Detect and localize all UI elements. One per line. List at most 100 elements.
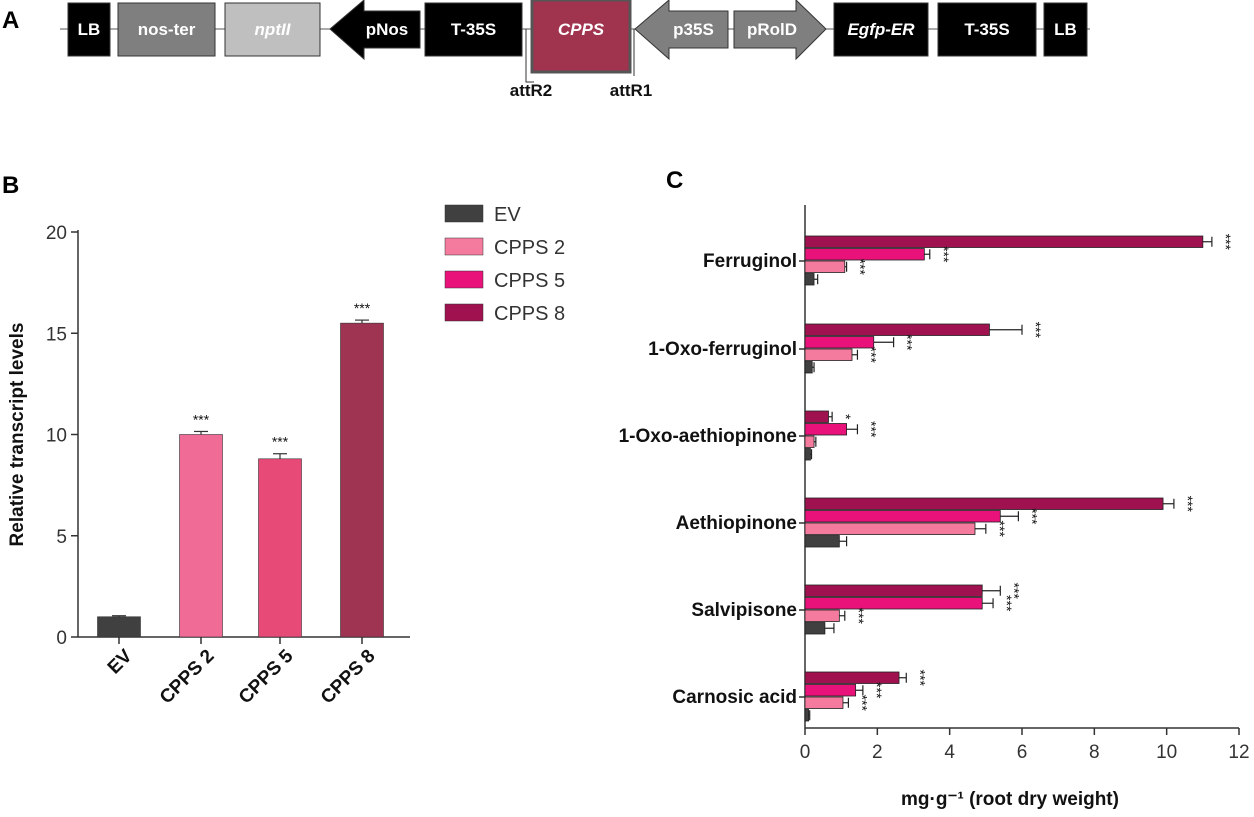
x-tick-label: 10	[1156, 742, 1177, 763]
x-tick-label: 8	[1089, 742, 1100, 763]
y-tick-label: 20	[46, 223, 67, 244]
bar-cpps-5	[804, 510, 1001, 523]
significance-label: ***	[354, 300, 371, 316]
construct-element-lb-box	[67, 2, 111, 57]
construct-element-t-35s-box	[937, 2, 1037, 57]
x-category-label: CPPS 8	[317, 646, 380, 709]
construct-element-t-35s-label: T-35S	[964, 20, 1009, 39]
bar-ev	[804, 535, 840, 548]
construct-element-lb-box	[1043, 2, 1088, 57]
x-tick-label: 6	[1017, 742, 1028, 763]
bar-cpps-5	[804, 336, 875, 349]
construct-element-lb-label: LB	[1054, 20, 1077, 39]
x-category-label: EV	[104, 645, 137, 678]
construct-element-nos-ter-box	[117, 2, 216, 57]
significance-label: ***	[863, 421, 879, 438]
construct-element-nptii-label: nptII	[255, 20, 292, 39]
x-tick-label: 12	[1228, 742, 1249, 763]
bar-cpps-2	[804, 260, 846, 273]
significance-label: ***	[936, 246, 952, 263]
legend-swatch-cpps-8	[444, 303, 484, 322]
site-label-attr2: attR2	[510, 81, 553, 100]
bar-cpps-2	[804, 348, 853, 361]
significance-label: ***	[854, 695, 870, 712]
legend-swatch-cpps-2	[444, 237, 484, 256]
bar-ev	[804, 709, 810, 722]
bar-cpps-8	[804, 235, 1204, 248]
significance-label: ***	[1218, 234, 1234, 251]
transcript-level-chart: 0 5 10 15 20 EV *** CPPS 2 *** CPPS 5 *** CPPS 8 Rel…	[7, 223, 410, 708]
construct-element-egfp-er-label: Egfp-ER	[847, 20, 915, 39]
bar-ev	[97, 616, 141, 638]
bar-cpps-2	[804, 696, 844, 709]
x-axis-title: mg·g⁻¹ (root dry weight)	[901, 789, 1119, 810]
bar-cpps-2	[804, 522, 976, 535]
bar-cpps-5	[258, 458, 302, 638]
construct-element-egfp-er-box	[833, 2, 929, 57]
significance-label: ***	[900, 334, 916, 351]
bar-ev	[804, 448, 811, 461]
x-category-label: CPPS 5	[235, 645, 298, 708]
bar-cpps-5	[804, 597, 983, 610]
bar-cpps-8	[804, 410, 829, 423]
bar-cpps-2	[804, 609, 840, 622]
significance-label: ***	[193, 411, 210, 427]
significance-label: ***	[912, 670, 928, 687]
significance-label: ***	[853, 259, 869, 276]
legend-swatch-ev	[444, 204, 484, 223]
attR2-bracket	[525, 29, 534, 83]
legend-label: EV	[494, 204, 521, 226]
significance-label: *	[838, 414, 854, 420]
construct-element-nos-ter-label: nos-ter	[138, 20, 196, 39]
y-tick-label: 15	[46, 324, 67, 345]
bar-ev	[804, 622, 826, 635]
significance-label: ***	[272, 434, 289, 450]
construct-element-prold-arrow	[733, 0, 827, 61]
legend-label: CPPS 5	[494, 270, 565, 292]
x-tick-label: 0	[800, 742, 811, 763]
bar-cpps-5	[804, 684, 857, 697]
construct-element-pnos-label: pNos	[366, 20, 409, 39]
bar-cpps-8	[340, 322, 384, 638]
site-label-attr1: attR1	[610, 81, 653, 100]
significance-label: ***	[992, 521, 1008, 538]
construct-element-lb-label: LB	[78, 20, 101, 39]
significance-label: ***	[1006, 583, 1022, 600]
category-label-1-oxo-aethiopinone: 1-Oxo-aethiopinone	[619, 426, 797, 447]
category-label-1-oxo-ferruginol: 1-Oxo-ferruginol	[648, 339, 797, 360]
gene-construct-diagram: LB nos-ter nptII pNos T-35S CPPS p35S pRolD Egfp…	[60, 0, 1090, 100]
panel-label-b: B	[2, 172, 19, 199]
x-tick-label: 4	[944, 742, 955, 763]
metabolite-content-chart: EV CPPS 2 CPPS 5 CPPS 8 0 2 4 6 8 10 12 mg·g⁻¹ (roo…	[444, 204, 1250, 810]
bar-cpps-8	[804, 584, 983, 597]
significance-label: ***	[869, 682, 885, 699]
y-tick-label: 10	[46, 426, 67, 447]
y-tick-label: 0	[56, 628, 67, 649]
category-label-ferruginol: Ferruginol	[703, 251, 797, 272]
panel-label-a: A	[2, 7, 19, 34]
significance-label: ***	[1028, 322, 1044, 339]
panel-label-c: C	[666, 167, 683, 194]
x-tick-label: 2	[872, 742, 883, 763]
construct-element-p35s-arrow	[634, 0, 729, 61]
significance-label: ***	[851, 608, 867, 625]
legend-label: CPPS 2	[494, 237, 565, 259]
y-axis-title: Relative transcript levels	[7, 323, 28, 547]
construct-element-cpps-label: CPPS	[558, 20, 605, 39]
bar-cpps-2	[804, 435, 815, 448]
legend-swatch-cpps-5	[444, 270, 484, 289]
bar-ev	[804, 361, 813, 374]
bar-cpps-2	[179, 434, 223, 638]
construct-element-prold-label: pRolD	[747, 20, 797, 39]
construct-element-t-35s-box	[424, 2, 523, 57]
category-label-aethiopinone: Aethiopinone	[676, 513, 797, 534]
construct-element-p35s-label: p35S	[673, 20, 714, 39]
construct-element-pnos-arrow	[329, 0, 421, 61]
legend-label: CPPS 8	[494, 303, 565, 325]
bar-ev	[804, 273, 815, 286]
significance-label: ***	[1024, 508, 1040, 525]
significance-label: ***	[863, 347, 879, 364]
significance-label: ***	[999, 595, 1015, 612]
y-tick-label: 5	[56, 527, 67, 548]
